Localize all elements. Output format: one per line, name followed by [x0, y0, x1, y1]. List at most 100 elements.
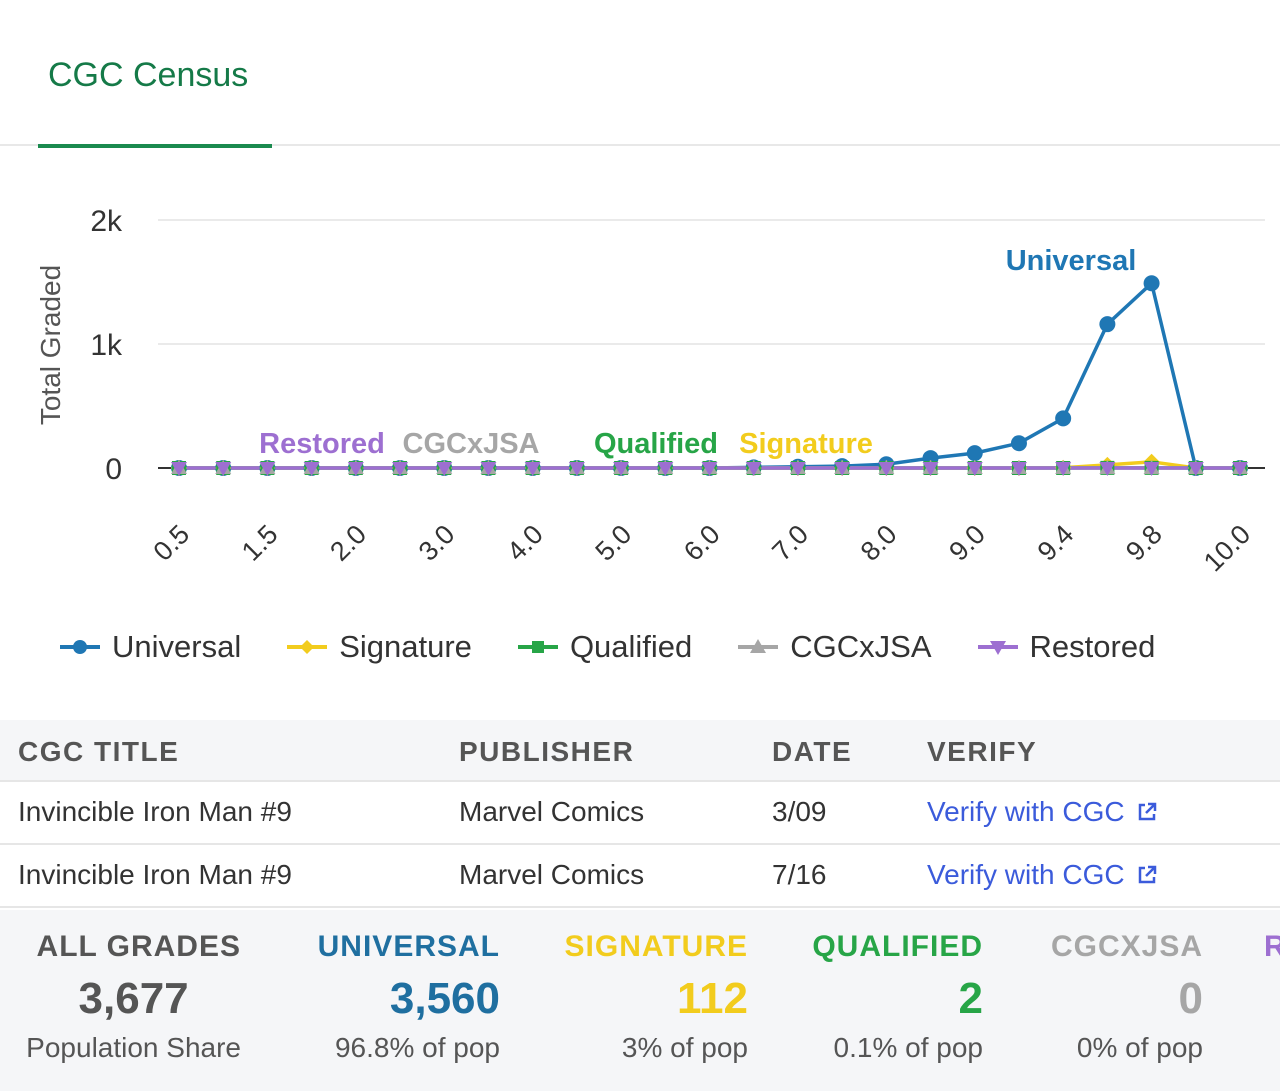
- stat-value: 3,560: [389, 974, 500, 1023]
- data-point: [745, 462, 762, 476]
- data-point: [789, 462, 806, 476]
- data-point: [436, 462, 453, 476]
- y-axis-label: Total Graded: [35, 265, 66, 425]
- cell-publisher: Marvel Comics: [459, 859, 645, 890]
- tab-label: CGC Census: [48, 56, 249, 94]
- census-table: CGC TITLE PUBLISHER DATE VERIFY Invincib…: [0, 720, 1280, 908]
- data-point: [568, 462, 585, 476]
- x-tick-label: 9.4: [1032, 519, 1080, 567]
- data-point: [1010, 435, 1027, 452]
- data-point: [1099, 316, 1116, 333]
- stat-cgcxjsa: CGCXJSA 0 0% of pop: [1051, 930, 1203, 1064]
- column-header-title: CGC TITLE: [18, 736, 180, 767]
- cell-date: 3/09: [772, 796, 827, 827]
- data-point: [1187, 462, 1204, 476]
- external-link-icon: [1138, 802, 1156, 821]
- stat-value: 112: [677, 974, 748, 1023]
- stat-signature: SIGNATURE 112 3% of pop: [565, 930, 748, 1064]
- stat-all-grades: ALL GRADES 3,677 Population Share: [26, 930, 241, 1064]
- x-tick-label: 6.0: [678, 519, 726, 567]
- data-point: [878, 462, 895, 476]
- chart-legend: Universal Signature Qualified CGCxJSA Re…: [60, 620, 1201, 674]
- data-point: [1143, 462, 1160, 476]
- legend-label: Signature: [339, 629, 472, 664]
- diamond-marker-icon: [287, 640, 328, 654]
- legend-item-restored[interactable]: Restored: [977, 629, 1156, 665]
- x-tick-label: 3.0: [413, 519, 461, 567]
- data-point: [1143, 275, 1160, 292]
- verify-link-label: Verify with CGC: [927, 796, 1125, 827]
- series-annotation: Qualified: [594, 428, 718, 460]
- data-point: [259, 462, 276, 476]
- column-header-publisher: PUBLISHER: [459, 736, 635, 767]
- table-row: Invincible Iron Man #9 Marvel Comics 7/1…: [0, 845, 1280, 908]
- x-tick-label: 2.0: [324, 519, 372, 567]
- legend-label: Restored: [1029, 629, 1156, 664]
- data-point: [1099, 462, 1116, 476]
- stat-restored: R: [1264, 930, 1280, 964]
- data-point: [1010, 462, 1027, 476]
- triangle-marker-icon: [738, 639, 779, 653]
- data-point: [347, 462, 364, 476]
- stat-label: R: [1264, 930, 1280, 963]
- data-point: [524, 462, 541, 476]
- legend-item-cgcxjsa[interactable]: CGCxJSA: [738, 629, 932, 665]
- x-tick-label: 10.0: [1198, 519, 1256, 577]
- data-point: [215, 462, 232, 476]
- active-tab-indicator: [38, 144, 272, 148]
- cell-title: Invincible Iron Man #9: [18, 859, 292, 890]
- table-row: Invincible Iron Man #9 Marvel Comics 3/0…: [0, 782, 1280, 845]
- x-tick-label: 8.0: [855, 519, 903, 567]
- column-header-verify: VERIFY: [927, 736, 1038, 767]
- cell-publisher: Marvel Comics: [459, 796, 645, 827]
- verify-with-cgc-link[interactable]: Verify with CGC: [927, 796, 1159, 828]
- stat-value: 3,677: [78, 974, 189, 1023]
- stat-label: QUALIFIED: [812, 930, 983, 963]
- data-point: [834, 462, 851, 476]
- data-point: [701, 462, 718, 476]
- stat-sub: 0% of pop: [1076, 1032, 1203, 1063]
- data-point: [303, 462, 320, 476]
- census-chart: 0 1k 2k Total Graded 0.5 1.5 2.0 3.0 4.0 5.0 6.0 7.…: [35, 205, 1265, 577]
- stat-label: CGCXJSA: [1050, 930, 1203, 963]
- legend-item-universal[interactable]: Universal: [60, 629, 241, 665]
- y-tick-label: 2k: [90, 205, 123, 238]
- tab-cgc-census[interactable]: CGC Census: [38, 0, 272, 148]
- external-link-icon: [1138, 865, 1156, 884]
- stat-label: SIGNATURE: [564, 930, 748, 963]
- stat-value: 0: [1178, 974, 1203, 1023]
- stat-label: ALL GRADES: [36, 930, 241, 963]
- x-tick-label: 9.8: [1120, 519, 1168, 567]
- legend-item-qualified[interactable]: Qualified: [517, 629, 693, 665]
- data-point: [392, 462, 409, 476]
- stat-sub: 96.8% of pop: [334, 1032, 500, 1063]
- stat-label: UNIVERSAL: [317, 930, 500, 963]
- cell-title: Invincible Iron Man #9: [18, 796, 292, 827]
- data-point: [922, 462, 939, 476]
- x-tick-label: 0.5: [147, 519, 195, 567]
- series-annotation: Universal: [1006, 245, 1137, 277]
- verify-with-cgc-link[interactable]: Verify with CGC: [927, 859, 1159, 891]
- data-point: [613, 462, 630, 476]
- legend-label: CGCxJSA: [790, 629, 932, 664]
- tab-bar: CGC Census: [0, 0, 1280, 148]
- legend-label: Qualified: [569, 629, 693, 664]
- triangle-down-marker-icon: [977, 641, 1018, 655]
- stat-universal: UNIVERSAL 3,560 96.8% of pop: [318, 930, 500, 1064]
- data-point: [966, 445, 983, 462]
- y-tick-label: 0: [105, 453, 122, 486]
- verify-link-label: Verify with CGC: [927, 859, 1125, 890]
- data-point: [966, 462, 983, 476]
- cell-date: 7/16: [772, 859, 827, 890]
- series-annotation: CGCxJSA: [403, 428, 540, 460]
- legend-item-signature[interactable]: Signature: [287, 629, 472, 665]
- data-point: [657, 462, 674, 476]
- data-point: [480, 462, 497, 476]
- y-tick-label: 1k: [90, 329, 123, 362]
- x-tick-label: 5.0: [590, 519, 638, 567]
- stat-qualified: QUALIFIED 2 0.1% of pop: [812, 930, 983, 1064]
- stat-sub: 3% of pop: [621, 1032, 748, 1063]
- stat-value: 2: [958, 974, 983, 1023]
- grade-summary: ALL GRADES 3,677 Population Share UNIVER…: [0, 910, 1280, 1091]
- stat-sub: Population Share: [26, 1032, 241, 1063]
